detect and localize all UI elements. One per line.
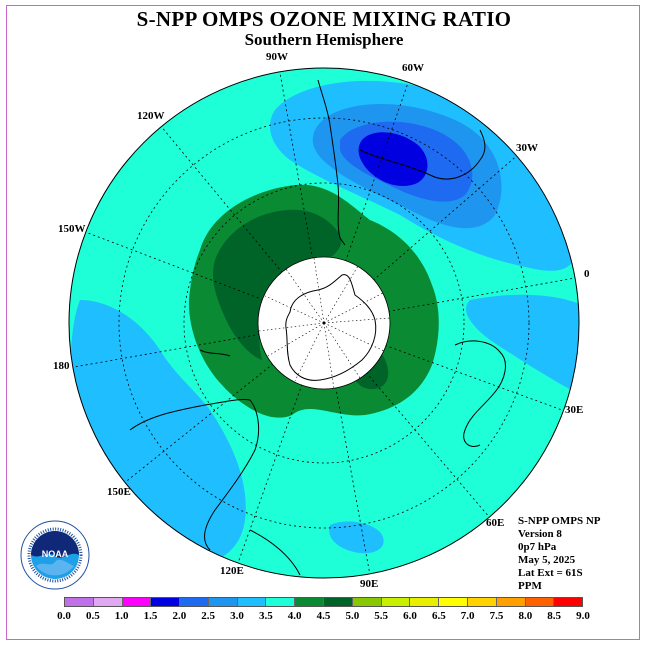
colorbar-tick-label: 7.0 xyxy=(460,610,475,622)
colorbar-swatch xyxy=(525,597,555,607)
lon-label-60w: 60W xyxy=(402,62,424,74)
coastline-africa xyxy=(454,340,506,447)
colorbar-tick-label: 7.5 xyxy=(489,610,504,622)
colorbar xyxy=(64,597,584,607)
info-lat-extent: Lat Ext = 61S xyxy=(518,567,583,579)
colorbar-tick-label: 1.0 xyxy=(114,610,129,622)
colorbar-tick-label: 5.0 xyxy=(345,610,360,622)
page-title: S-NPP OMPS OZONE MIXING RATIO xyxy=(136,7,512,31)
lon-label-0: 0 xyxy=(584,268,590,280)
page-subtitle: Southern Hemisphere xyxy=(244,30,404,49)
colorbar-tick-label: 9.0 xyxy=(576,610,590,622)
pole-meridians xyxy=(258,257,391,390)
lon-label-120e: 120E xyxy=(220,565,244,577)
colorbar-swatch xyxy=(151,597,181,607)
colorbar-swatch xyxy=(554,597,584,607)
colorbar-tick-label: 0.0 xyxy=(57,610,71,622)
colorbar-swatch xyxy=(180,597,209,607)
page-frame xyxy=(6,5,640,640)
colorbar-tick-label: 1.5 xyxy=(143,610,158,622)
colorbar-swatch xyxy=(324,597,353,607)
info-pressure-level: 0p7 hPa xyxy=(518,541,557,553)
colorbar-swatch xyxy=(496,597,526,607)
coastline-antarctica xyxy=(285,274,377,381)
ozone-region-light-blue-patch xyxy=(329,521,384,554)
lon-label-150w: 150W xyxy=(58,223,86,235)
coastline-indonesia xyxy=(249,529,301,576)
colorbar-swatch xyxy=(352,597,382,607)
ozone-region-deep-blue xyxy=(358,132,428,187)
lon-label-30e: 30E xyxy=(565,404,584,416)
graticule-lat-circle-1 xyxy=(183,182,465,464)
colorbar-tick-label: 6.0 xyxy=(403,610,417,622)
colorbar-swatch xyxy=(410,597,440,607)
info-units: PPM xyxy=(518,580,542,592)
colorbar-swatch xyxy=(266,597,296,607)
graticule-meridians xyxy=(73,72,576,576)
colorbar-swatch xyxy=(122,597,152,607)
coastline-australia xyxy=(129,399,260,551)
colorbar-tick-label: 2.0 xyxy=(172,610,187,622)
lon-label-90e: 90E xyxy=(360,578,379,590)
colorbar-tick-label: 4.0 xyxy=(287,610,302,622)
info-instrument: S-NPP OMPS NP xyxy=(518,515,601,527)
colorbar-swatch xyxy=(295,597,325,607)
lon-label-90w: 90W xyxy=(266,51,288,63)
colorbar-tick-label: 8.0 xyxy=(518,610,533,622)
graticule-lat-circle-2 xyxy=(118,117,530,529)
noaa-logo: NOAA xyxy=(20,520,90,590)
lon-label-180: 180 xyxy=(53,360,70,372)
info-version: Version 8 xyxy=(518,528,562,540)
info-box: S-NPP OMPS NP Version 8 0p7 hPa May 5, 2… xyxy=(518,515,601,593)
info-date: May 5, 2025 xyxy=(518,554,576,566)
colorbar-swatch xyxy=(237,597,267,607)
colorbar-tick-label: 3.5 xyxy=(258,610,273,622)
colorbar-tick-label: 0.5 xyxy=(85,610,100,622)
lon-label-30w: 30W xyxy=(516,142,538,154)
colorbar-tick-label: 5.5 xyxy=(374,610,389,622)
coastline-new-zealand xyxy=(199,349,231,357)
colorbar-swatch xyxy=(208,597,238,607)
colorbar-swatch xyxy=(439,597,468,607)
colorbar-tick-label: 3.0 xyxy=(230,610,244,622)
noaa-logo-text: NOAA xyxy=(42,549,69,559)
lon-label-60e: 60E xyxy=(486,517,505,529)
colorbar-tick-label: 4.5 xyxy=(316,610,331,622)
lon-label-120w: 120W xyxy=(137,110,165,122)
south-pole-dot xyxy=(322,321,326,325)
colorbar-tick-label: 6.5 xyxy=(431,610,446,622)
coastline-south-america xyxy=(317,79,346,246)
colorbar-tick-label: 8.5 xyxy=(547,610,562,622)
colorbar-swatch xyxy=(93,597,123,607)
map-boundary-circle xyxy=(68,67,580,579)
colorbar-swatch xyxy=(64,597,94,607)
colorbar-swatch xyxy=(467,597,497,607)
coastline-south-america-east xyxy=(359,129,486,180)
colorbar-swatch xyxy=(381,597,411,607)
colorbar-tick-label: 2.5 xyxy=(201,610,216,622)
lon-label-150e: 150E xyxy=(107,486,131,498)
ozone-region-light-blue-east xyxy=(466,294,579,400)
